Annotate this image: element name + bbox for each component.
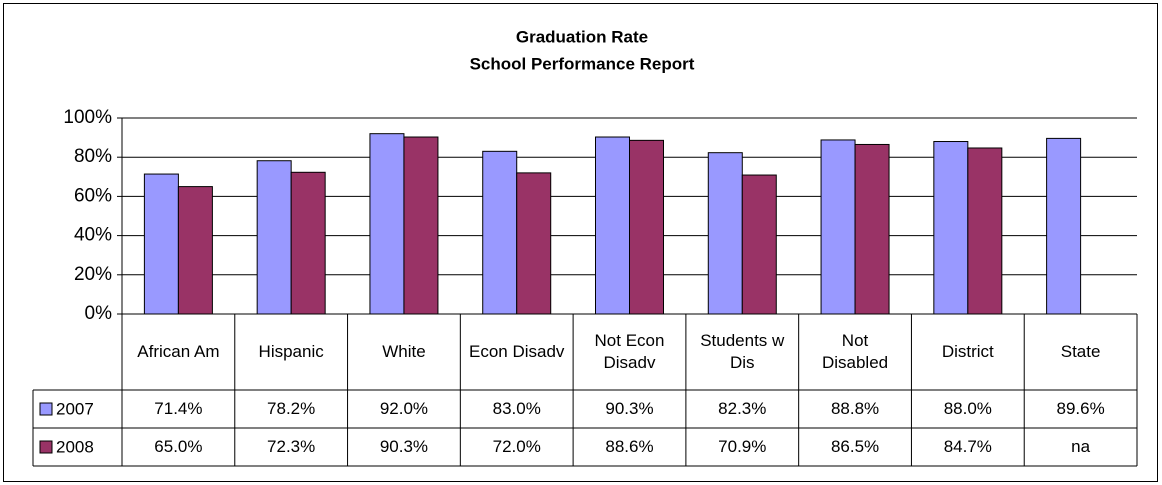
bar xyxy=(967,147,1003,315)
category-label: Not Econ Disadv xyxy=(594,331,665,372)
legend-swatch xyxy=(39,440,53,454)
bar xyxy=(177,186,213,315)
bar xyxy=(1046,137,1082,315)
table-value: 90.3% xyxy=(605,399,654,418)
bar xyxy=(290,171,326,315)
table-value: 82.3% xyxy=(718,399,767,418)
table-value: 65.0% xyxy=(154,437,203,456)
category-label: White xyxy=(382,342,426,361)
category-label: African Am xyxy=(137,342,220,361)
category-label: District xyxy=(941,342,994,361)
table-value: 88.0% xyxy=(943,399,992,418)
table-value: 90.3% xyxy=(379,437,429,456)
table-value: 83.0% xyxy=(492,399,541,418)
y-tick-label: 0% xyxy=(85,303,113,324)
bar xyxy=(595,136,630,315)
y-tick-label: 40% xyxy=(74,225,112,246)
category-label: State xyxy=(1060,342,1101,361)
category-label: Students w Dis xyxy=(700,331,785,372)
bar xyxy=(403,136,439,315)
bar xyxy=(933,141,969,315)
bar xyxy=(629,139,664,315)
table-value: 72.3% xyxy=(267,437,316,456)
bar xyxy=(516,172,552,315)
legend-label: 2007 xyxy=(56,399,94,418)
category-label: Not Disabled xyxy=(821,331,889,372)
bar xyxy=(482,150,518,315)
bar xyxy=(369,133,405,315)
bar xyxy=(256,160,292,315)
table-value: 71.4% xyxy=(154,399,203,418)
bar xyxy=(707,152,743,315)
table-value: 70.9% xyxy=(718,437,767,456)
table-value: 92.0% xyxy=(379,399,429,418)
table-value: 88.6% xyxy=(605,437,654,456)
y-tick-label: 60% xyxy=(74,185,112,206)
bar xyxy=(143,173,179,315)
y-tick-label: 80% xyxy=(74,146,112,167)
bar xyxy=(820,139,856,315)
y-tick-label: 20% xyxy=(74,264,112,285)
y-tick-label: 100% xyxy=(63,107,112,128)
table-value: 84.7% xyxy=(943,437,992,456)
table-value: 89.6% xyxy=(1056,399,1105,418)
table-value: na xyxy=(1071,437,1091,456)
table-value: 88.8% xyxy=(830,399,880,418)
chart-title: Graduation Rate xyxy=(516,27,648,46)
table-value: 86.5% xyxy=(830,437,880,456)
category-label: Econ Disadv xyxy=(468,342,565,361)
table-value: 78.2% xyxy=(267,399,316,418)
category-label: Hispanic xyxy=(258,342,324,361)
table-value: 72.0% xyxy=(492,437,541,456)
bar xyxy=(741,174,777,315)
bar xyxy=(854,143,890,315)
legend-label: 2008 xyxy=(56,437,94,456)
legend-swatch xyxy=(39,402,53,416)
chart-subtitle: School Performance Report xyxy=(470,54,695,73)
